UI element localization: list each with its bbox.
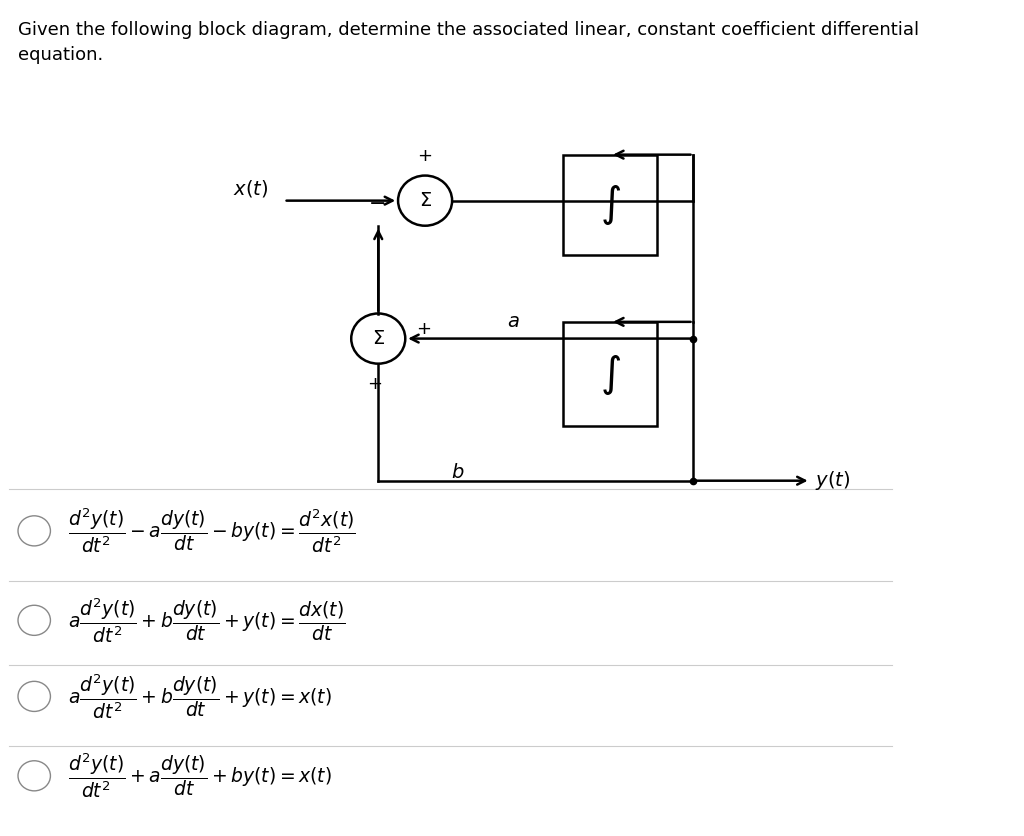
Text: +: + <box>368 375 382 394</box>
Text: $a\dfrac{d^2y(t)}{dt^2} + b\dfrac{dy(t)}{dt} + y(t) = \dfrac{dx(t)}{dt}$: $a\dfrac{d^2y(t)}{dt^2} + b\dfrac{dy(t)}… <box>68 596 345 645</box>
Text: $\int$: $\int$ <box>600 352 621 396</box>
Text: +: + <box>418 146 432 165</box>
Text: −: − <box>369 194 386 214</box>
Bar <box>563 322 657 426</box>
Text: $a$: $a$ <box>507 313 519 331</box>
Text: +: + <box>416 319 431 338</box>
Text: $a\dfrac{d^2y(t)}{dt^2} + b\dfrac{dy(t)}{dt} + y(t) = x(t)$: $a\dfrac{d^2y(t)}{dt^2} + b\dfrac{dy(t)}… <box>68 672 332 721</box>
Text: $\dfrac{d^2y(t)}{dt^2} + a\dfrac{dy(t)}{dt} + by(t) = x(t)$: $\dfrac{d^2y(t)}{dt^2} + a\dfrac{dy(t)}{… <box>68 752 332 800</box>
Text: $\Sigma$: $\Sigma$ <box>372 329 385 348</box>
Text: $\int$: $\int$ <box>600 182 621 227</box>
Text: $b$: $b$ <box>451 463 464 482</box>
Bar <box>563 155 657 255</box>
Text: $y(t)$: $y(t)$ <box>815 469 850 492</box>
Text: $\dfrac{d^2y(t)}{dt^2} - a\dfrac{dy(t)}{dt} - by(t) = \dfrac{d^2x(t)}{dt^2}$: $\dfrac{d^2y(t)}{dt^2} - a\dfrac{dy(t)}{… <box>68 507 355 555</box>
Text: $\Sigma$: $\Sigma$ <box>419 191 431 210</box>
Text: $x(t)$: $x(t)$ <box>232 177 268 199</box>
Text: Given the following block diagram, determine the associated linear, constant coe: Given the following block diagram, deter… <box>18 21 920 64</box>
